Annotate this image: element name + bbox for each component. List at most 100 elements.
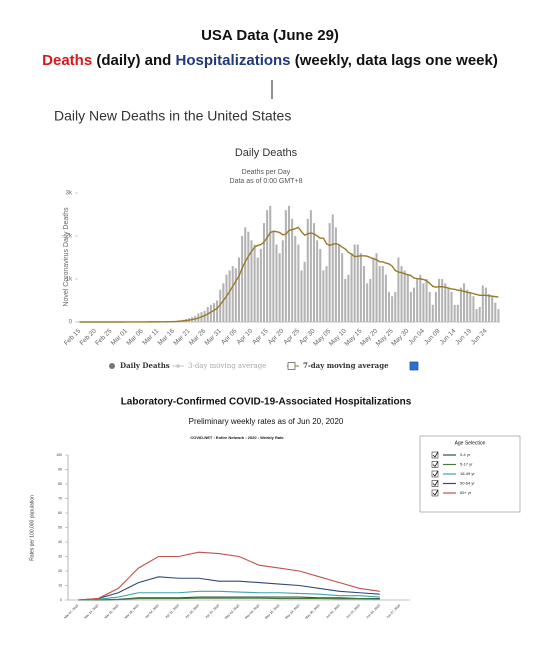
bar [250, 240, 253, 322]
bar [247, 231, 250, 322]
bar [262, 223, 266, 322]
bar [291, 218, 294, 322]
bar [394, 291, 397, 322]
bar [347, 274, 350, 322]
legend-label[interactable]: 50-64 yr [460, 481, 475, 486]
bar [244, 227, 247, 322]
bar [297, 244, 300, 322]
legend-check [432, 489, 439, 496]
legend-label[interactable]: 7-day moving average [303, 361, 389, 370]
bar [375, 253, 378, 322]
y-tick-label: 50 [58, 525, 62, 529]
bar [212, 303, 216, 322]
bar [356, 244, 359, 322]
bar [403, 270, 406, 322]
subtitle-part: (weekly, data lags one week) [291, 52, 498, 69]
y-tick-label: 3k [66, 191, 73, 197]
y-tick-label: 30 [58, 554, 62, 558]
bar [272, 231, 275, 322]
legend-checkbox[interactable] [431, 480, 439, 487]
bar [334, 227, 337, 322]
bar [397, 257, 400, 322]
bar [231, 266, 234, 322]
bar [316, 240, 319, 322]
legend-label[interactable]: Daily Deaths [120, 361, 170, 370]
legend-title: Age Selection [455, 440, 486, 446]
bar [409, 291, 412, 322]
legend-marker [109, 363, 115, 369]
legend-label[interactable]: 65+ yr [460, 490, 472, 495]
bar [331, 214, 334, 322]
series-line [78, 597, 380, 601]
bar [444, 283, 447, 322]
legend-check [432, 461, 439, 468]
legend-checkbox[interactable] [431, 489, 439, 497]
bar [319, 248, 322, 322]
bar [378, 266, 381, 322]
legend-label[interactable]: 5-17 yr [460, 462, 473, 467]
y-tick-label: 80 [58, 482, 62, 486]
bar [400, 266, 403, 322]
bar [381, 266, 384, 322]
legend-checkbox[interactable] [431, 470, 439, 478]
bar [287, 205, 291, 322]
legend-label[interactable]: 18-49 yr [460, 471, 475, 476]
bar [344, 279, 347, 322]
bar [225, 274, 228, 322]
y-tick-label: 100 [56, 453, 62, 457]
bar [222, 283, 225, 322]
bar [372, 257, 375, 322]
bar [294, 236, 297, 322]
bar [350, 253, 353, 322]
bar [337, 244, 341, 322]
chart-title: Daily Deaths [235, 147, 298, 159]
bar [281, 240, 284, 322]
legend-checkbox[interactable] [431, 461, 439, 468]
legend-check [432, 451, 439, 458]
bar [438, 279, 441, 322]
bar [406, 274, 409, 322]
bar [466, 289, 469, 322]
bar [456, 304, 459, 322]
bar [359, 253, 362, 322]
bar [259, 248, 262, 322]
bar [366, 283, 369, 322]
bar [209, 304, 212, 322]
bar [312, 223, 316, 322]
bar [269, 205, 272, 322]
bar [266, 210, 269, 322]
bar [413, 287, 416, 322]
legend-checkbox[interactable] [287, 362, 296, 370]
bar [434, 291, 437, 322]
bar [322, 270, 325, 322]
chart-subtitle: Preliminary weekly rates as of Jun 20, 2… [189, 417, 344, 426]
y-tick-label: 60 [58, 511, 62, 515]
bar [419, 274, 422, 322]
bar [484, 287, 487, 322]
legend-label[interactable]: 0-4 yr [460, 452, 471, 457]
y-tick-label: 0 [69, 320, 73, 326]
bar [431, 304, 434, 322]
series-line [78, 590, 380, 601]
bar [253, 244, 256, 322]
bar [481, 285, 484, 322]
legend-label[interactable]: 3-day moving average [188, 362, 266, 370]
bar [497, 309, 500, 322]
series-line [78, 551, 380, 601]
bar [384, 274, 387, 322]
legend-checkbox[interactable] [409, 361, 419, 371]
bar [234, 268, 237, 322]
bar [353, 244, 356, 322]
bar [491, 296, 494, 322]
plot-title: COVID-NET : Entire Network : 2020 : Week… [190, 435, 284, 440]
legend-check [432, 470, 439, 477]
y-tick-label: 10 [58, 583, 62, 587]
y-tick-label: 40 [58, 540, 62, 544]
bar [416, 279, 419, 322]
bar [447, 287, 450, 322]
legend-checkbox[interactable] [431, 451, 439, 459]
bar [488, 294, 491, 322]
bar [459, 287, 462, 322]
